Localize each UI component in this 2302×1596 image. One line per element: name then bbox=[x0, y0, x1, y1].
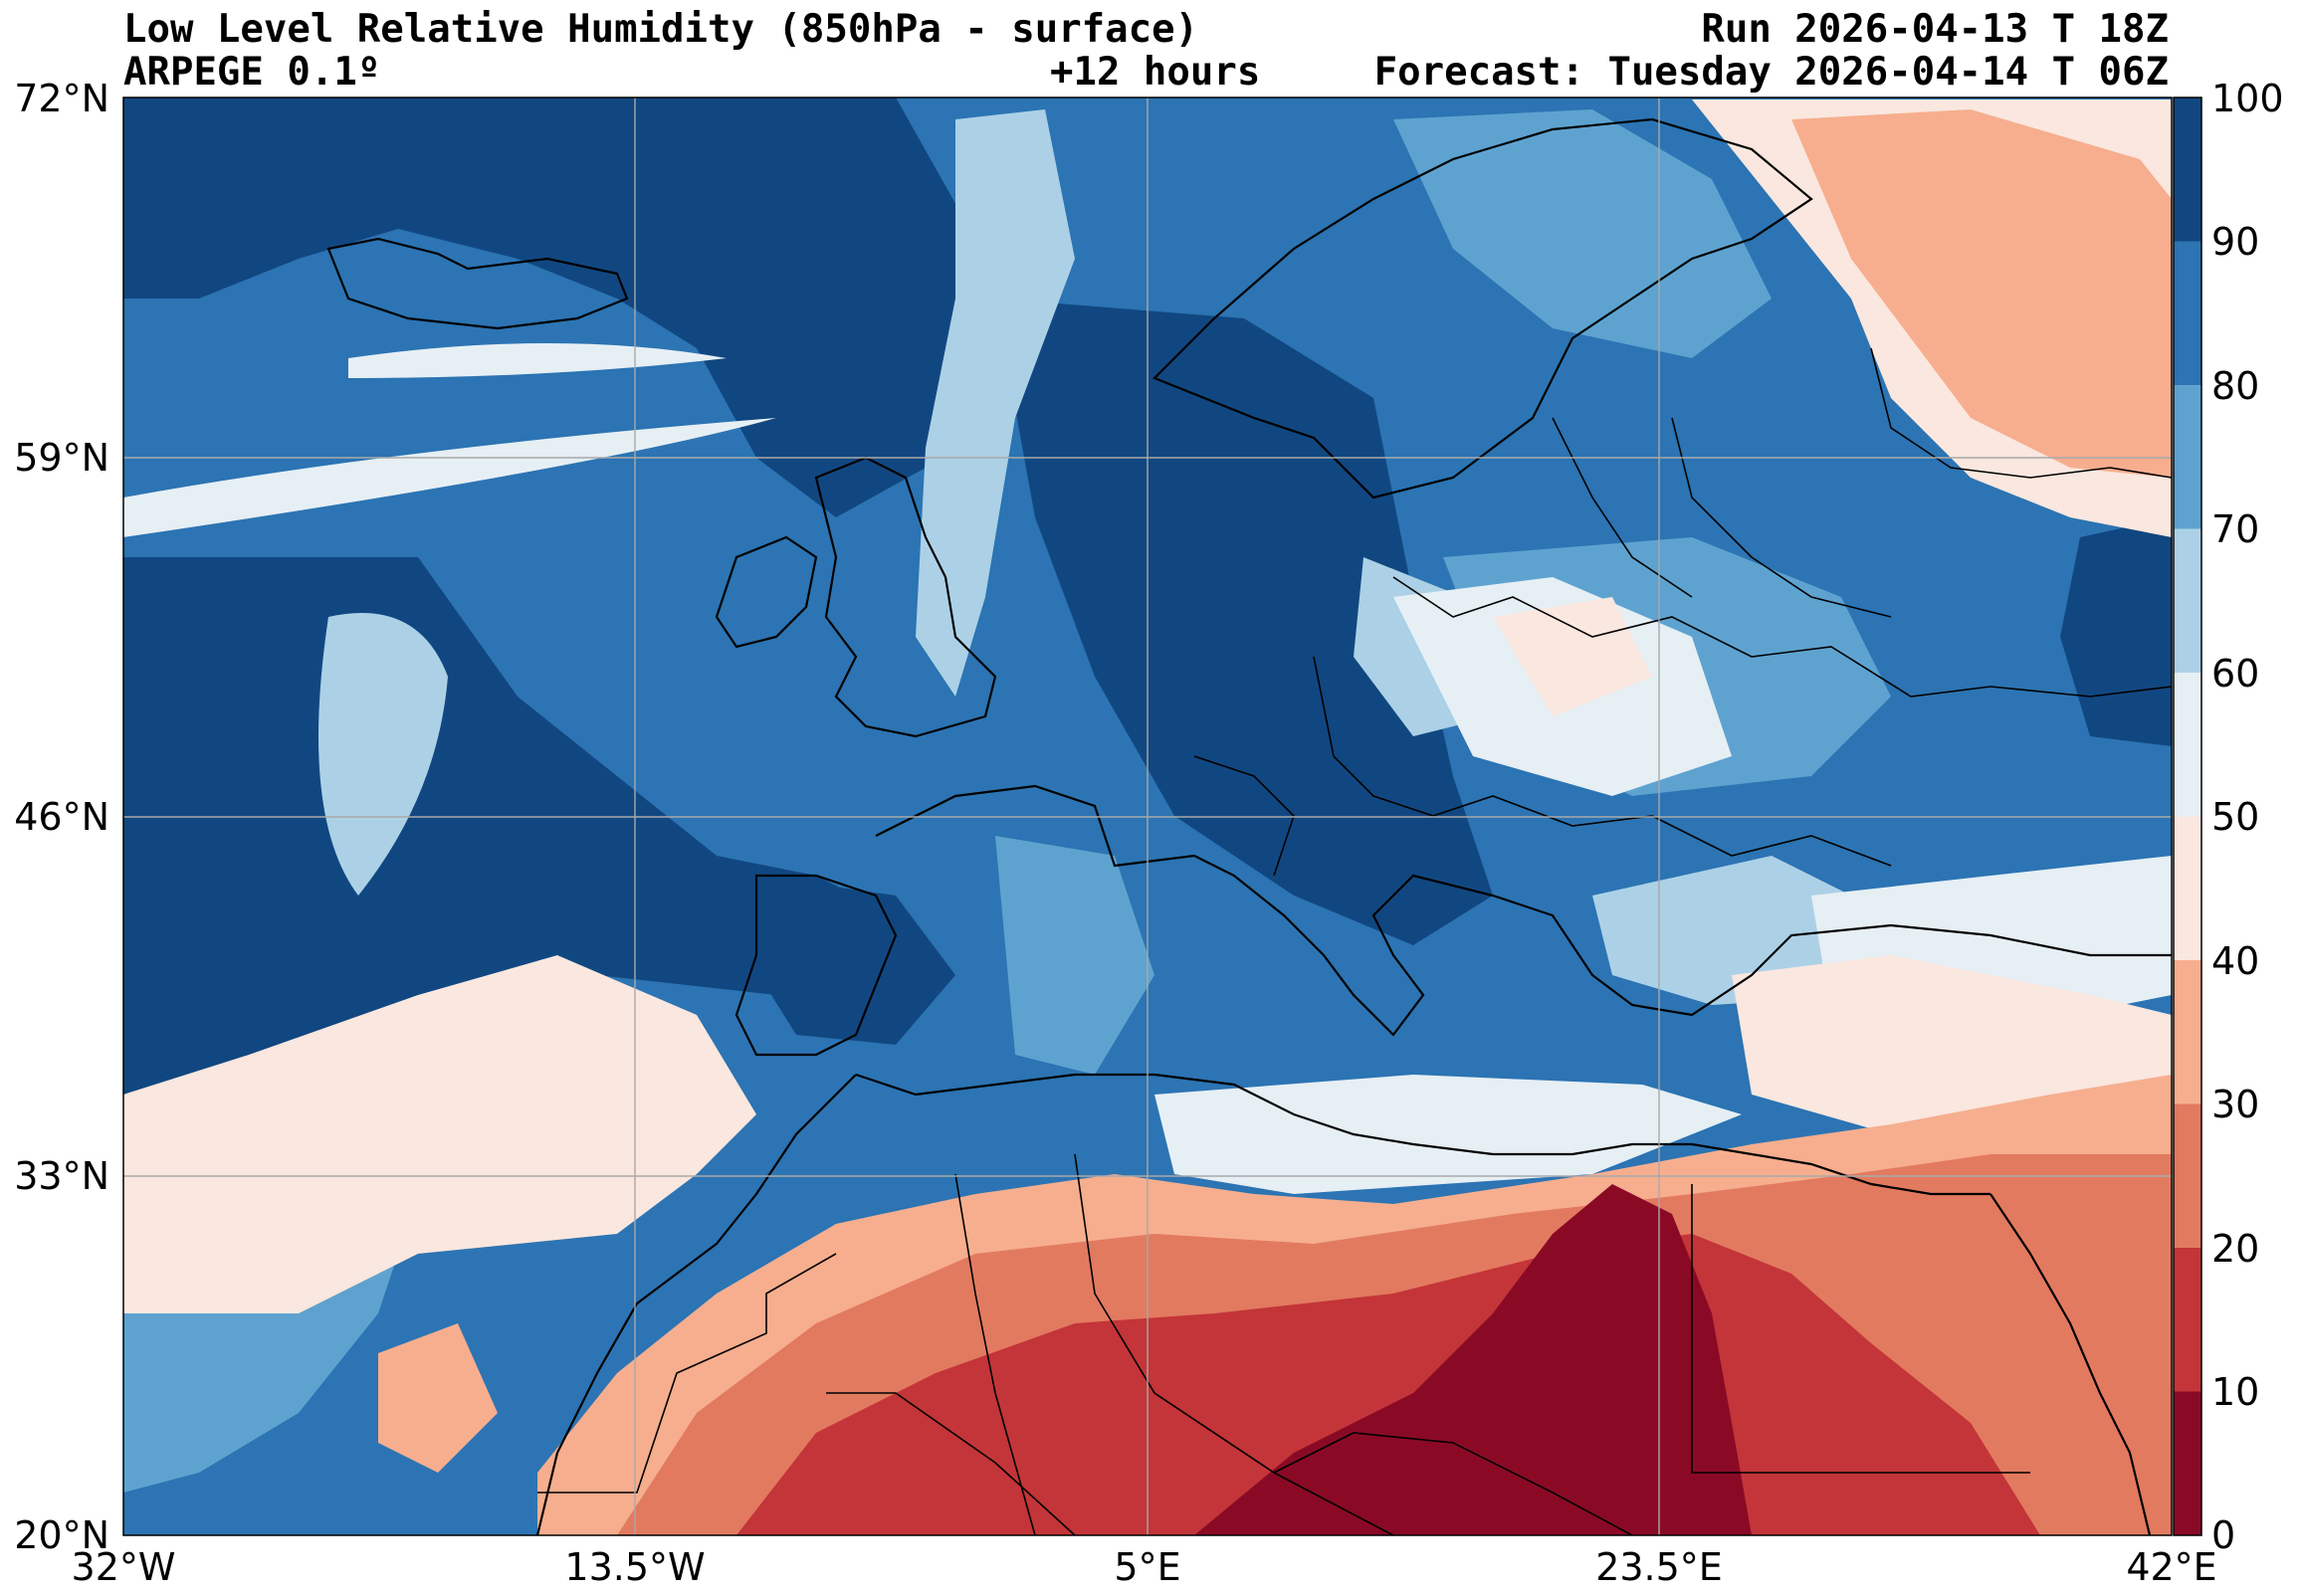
rh-zone-40 bbox=[1493, 597, 1652, 716]
run-time: Run 2026-04-13 T 18Z bbox=[1701, 7, 2169, 52]
colorbar-swatch bbox=[2174, 673, 2201, 817]
red-sea-coast bbox=[1989, 1193, 2152, 1535]
ireland-coast bbox=[715, 535, 818, 649]
map-title: Low Level Relative Humidity (850hPa - su… bbox=[123, 7, 1199, 52]
rh-zone-0 bbox=[1194, 1184, 1752, 1535]
border-line bbox=[1392, 576, 2172, 698]
scandinavia-coast bbox=[1152, 117, 1813, 499]
graticule bbox=[123, 98, 2172, 1535]
border-line bbox=[1193, 755, 1295, 877]
lon-label: 23.5°E bbox=[1595, 1545, 1723, 1589]
rh-zone-40 bbox=[123, 955, 756, 1313]
iberia-coast bbox=[734, 874, 898, 1057]
dry-streak bbox=[123, 418, 776, 537]
coastlines bbox=[326, 117, 2172, 1535]
border-line bbox=[1691, 1184, 2030, 1474]
west-africa-coast bbox=[535, 1074, 857, 1535]
lon-label: 13.5°W bbox=[564, 1545, 705, 1589]
border-line bbox=[1273, 1432, 1633, 1535]
rh-zone-40 bbox=[1732, 955, 2172, 1134]
colorbar-label: 100 bbox=[2211, 77, 2284, 120]
colorbar-swatch bbox=[2174, 385, 2201, 529]
colorbar-swatch bbox=[2174, 1103, 2201, 1249]
rh-zone-50 bbox=[1154, 1075, 1742, 1194]
border-line bbox=[1313, 656, 1892, 867]
border-line bbox=[826, 1392, 1076, 1535]
lat-label: 46°N bbox=[14, 795, 109, 839]
dry-streak bbox=[348, 343, 727, 378]
lead-time: +12 hours bbox=[1050, 50, 1261, 95]
latitude-axis: 72°N 59°N 46°N 33°N 20°N bbox=[14, 77, 109, 1557]
rh-zone-70 bbox=[1393, 109, 1772, 358]
colorbar-label: 50 bbox=[2211, 795, 2259, 839]
rh-zone-90 bbox=[2060, 517, 2172, 746]
britain-coast bbox=[814, 456, 997, 738]
colorbar-swatches bbox=[2174, 98, 2201, 1536]
colorbar-label: 60 bbox=[2211, 652, 2259, 696]
country-borders bbox=[537, 347, 2172, 1535]
rh-zone-30 bbox=[378, 1323, 498, 1473]
dry-streak bbox=[318, 613, 448, 896]
rh-zone-90 bbox=[123, 557, 896, 1154]
humidity-field bbox=[123, 98, 2172, 1535]
colorbar-swatch bbox=[2174, 528, 2201, 674]
map-frame bbox=[122, 97, 2173, 1536]
rh-zone-30 bbox=[1791, 109, 2172, 478]
lat-label: 20°N bbox=[14, 1513, 109, 1557]
lon-label: 32°W bbox=[72, 1545, 176, 1589]
colorbar-label: 0 bbox=[2211, 1513, 2235, 1557]
rh-zone-90 bbox=[746, 876, 955, 1045]
longitude-axis: 32°W 13.5°W 5°E 23.5°E 42°E bbox=[72, 1545, 2217, 1589]
border-line bbox=[1870, 347, 2172, 479]
colorbar-swatch bbox=[2174, 1391, 2201, 1536]
rh-zone-70 bbox=[995, 836, 1154, 1075]
rh-zone-90 bbox=[123, 98, 995, 517]
colorbar-frame bbox=[2173, 97, 2202, 1536]
colorbar-swatch bbox=[2174, 816, 2201, 961]
lat-label: 59°N bbox=[14, 436, 109, 480]
colorbar-label: 80 bbox=[2211, 364, 2259, 408]
colorbar-labels: 100 90 80 70 60 50 40 30 20 10 0 bbox=[2211, 77, 2284, 1557]
colorbar-swatch bbox=[2174, 960, 2201, 1104]
colorbar-label: 20 bbox=[2211, 1227, 2259, 1271]
border-line bbox=[1074, 1153, 1394, 1535]
forecast-time: Forecast: Tuesday 2026-04-14 T 06Z bbox=[1373, 50, 2169, 95]
mediterranean-north-coast bbox=[875, 784, 2172, 1037]
map-plot-area bbox=[123, 98, 2172, 1535]
rh-zone-60 bbox=[916, 109, 1075, 697]
lat-label: 72°N bbox=[14, 77, 109, 120]
colorbar-swatch bbox=[2174, 241, 2201, 386]
colorbar-label: 70 bbox=[2211, 507, 2259, 551]
colorbar-label: 90 bbox=[2211, 220, 2259, 264]
colorbar-swatch bbox=[2174, 1248, 2201, 1392]
border-line bbox=[537, 1253, 837, 1494]
colorbar-label: 30 bbox=[2211, 1083, 2259, 1126]
colorbar-label: 40 bbox=[2211, 939, 2259, 983]
model-name: ARPEGE 0.1º bbox=[123, 50, 381, 95]
iceland-coast bbox=[326, 237, 629, 330]
colorbar: 100 90 80 70 60 50 40 30 20 10 0 bbox=[2173, 77, 2284, 1557]
rh-zone-90 bbox=[995, 299, 1493, 945]
north-africa-coast bbox=[855, 1073, 1990, 1196]
colorbar-label: 10 bbox=[2211, 1370, 2259, 1414]
lon-label: 42°E bbox=[2126, 1545, 2216, 1589]
border-line bbox=[1671, 417, 1892, 618]
colorbar-swatch bbox=[2174, 98, 2201, 242]
lat-label: 33°N bbox=[14, 1154, 109, 1198]
lon-label: 5°E bbox=[1114, 1545, 1180, 1589]
border-line bbox=[954, 1173, 1036, 1535]
